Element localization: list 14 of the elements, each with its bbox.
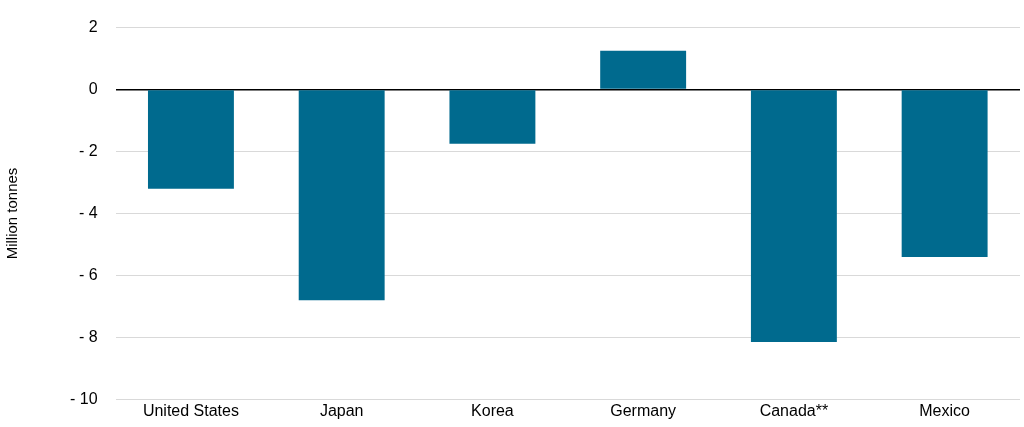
x-tick-label: Mexico — [919, 402, 971, 420]
x-tick-label: Germany — [610, 402, 677, 420]
y-axis-title: Million tonnes — [3, 167, 21, 260]
y-tick-label: 2 — [88, 18, 98, 36]
y-tick-label: - 10 — [69, 389, 98, 407]
y-tick-label: - 2 — [78, 141, 98, 159]
y-tick-label: - 6 — [78, 265, 98, 283]
x-tick-label: Japan — [319, 402, 364, 420]
y-tick-label: - 8 — [78, 327, 98, 345]
x-tick-label: Canada** — [759, 402, 829, 420]
y-tick-label: - 4 — [78, 203, 98, 221]
y-tick-label: 0 — [88, 79, 98, 97]
x-tick-label: United States — [142, 402, 239, 420]
x-tick-label: Korea — [471, 402, 514, 420]
